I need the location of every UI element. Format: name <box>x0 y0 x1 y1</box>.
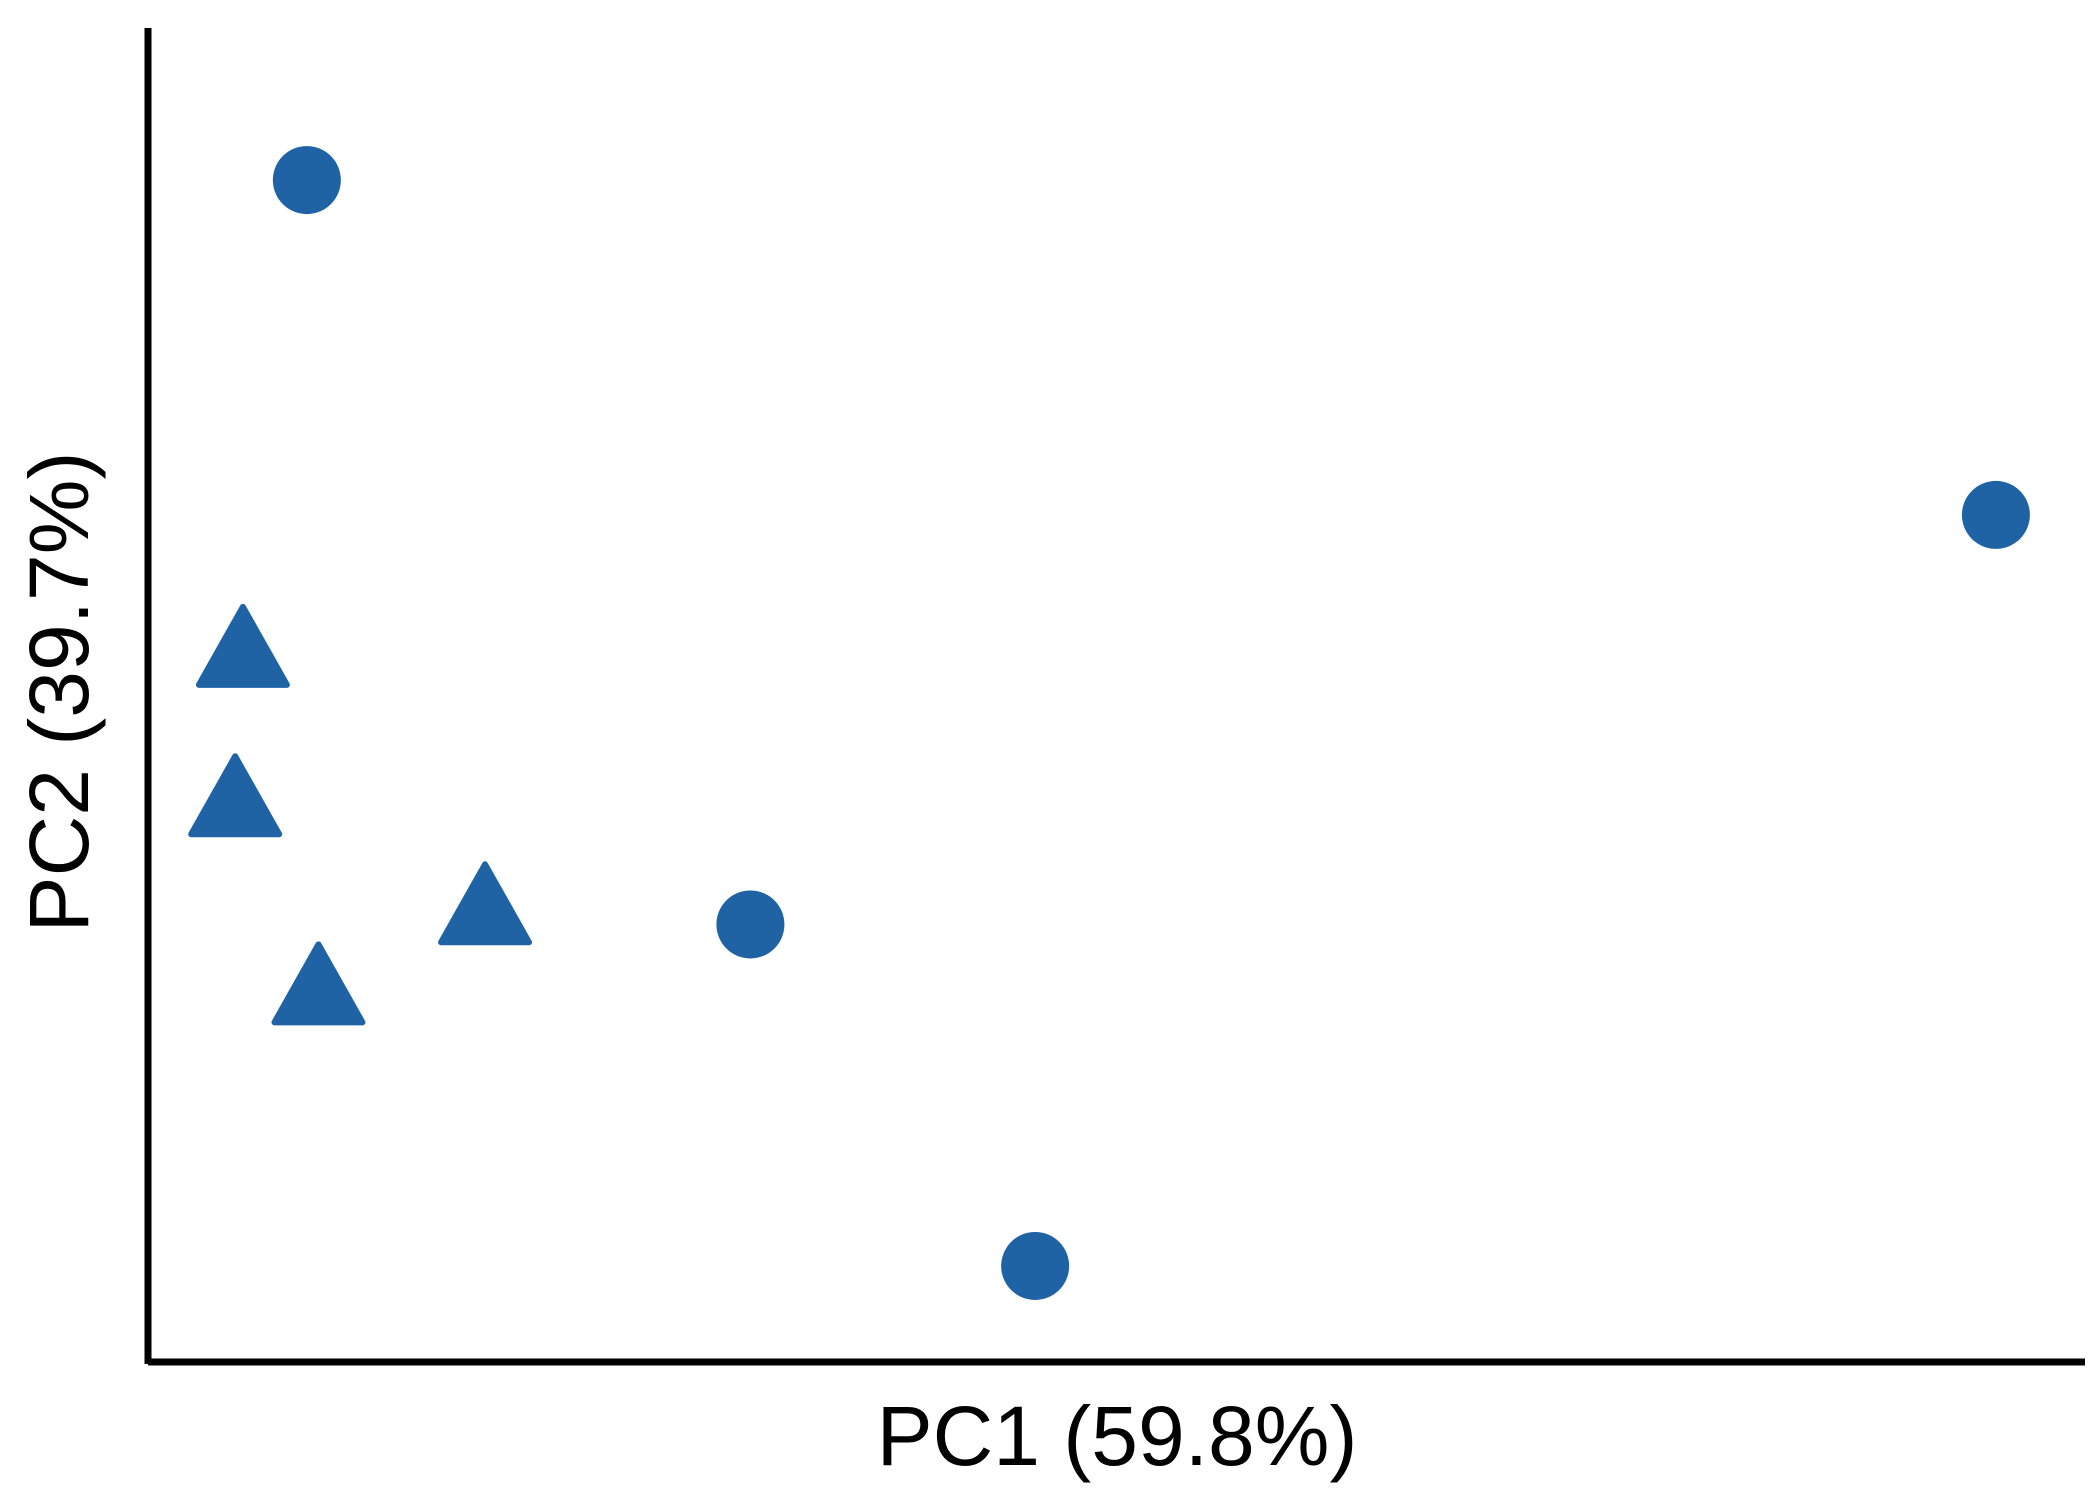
y-axis-title: PC2 (39.7%) <box>12 452 106 933</box>
x-axis-title: PC1 (59.8%) <box>877 1389 1358 1483</box>
data-point-circle-3 <box>1001 1231 1070 1300</box>
data-point-circle-2 <box>716 890 785 959</box>
data-point-triangle-7 <box>271 941 366 1026</box>
data-point-circle-0 <box>272 146 341 215</box>
data-point-circle-1 <box>1961 480 2030 549</box>
data-point-triangle-6 <box>438 861 533 946</box>
points-layer <box>188 146 2030 1300</box>
data-point-triangle-4 <box>195 603 290 688</box>
data-point-triangle-5 <box>188 753 283 838</box>
